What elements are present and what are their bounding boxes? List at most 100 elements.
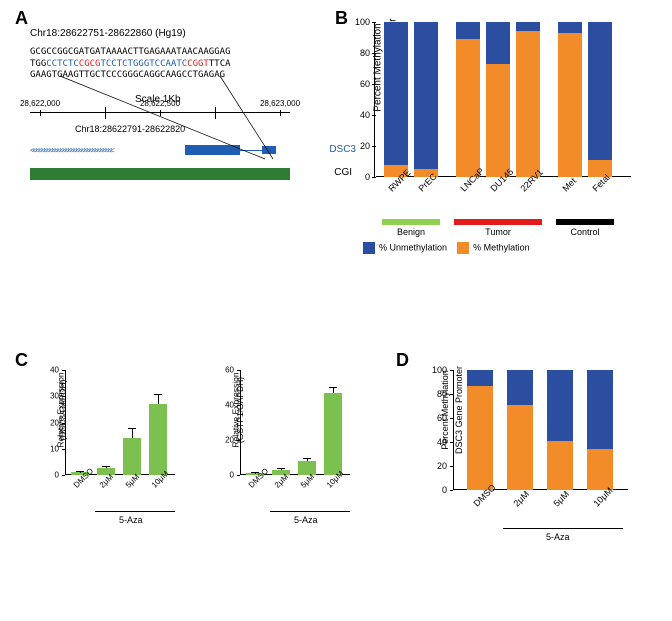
panel-d-label: D xyxy=(396,350,409,371)
bar-seg-unmeth xyxy=(486,22,510,64)
stacked-bar xyxy=(507,370,533,490)
panel-d-chart: Percent Methylation DSC3 Gene Promoter 0… xyxy=(453,370,633,490)
bar-seg-meth xyxy=(467,386,493,490)
bar-seg-unmeth xyxy=(516,22,540,31)
panel-c-chart2: Relative Expression (GSTP1/GAPDH) 020406… xyxy=(210,370,355,500)
ytick-label: 0 xyxy=(427,485,447,495)
bar-seg-meth xyxy=(558,33,582,177)
ytick-label: 40 xyxy=(220,401,234,410)
panel-d: Percent Methylation DSC3 Gene Promoter 0… xyxy=(418,370,638,560)
pos-range: Chr18:28622791-28622820 xyxy=(75,124,185,134)
bar xyxy=(123,438,141,475)
stacked-bar xyxy=(587,370,613,490)
seq-l2-b1: CCTCTC xyxy=(46,59,79,69)
bar xyxy=(149,404,167,475)
ytick-label: 30 xyxy=(45,392,59,401)
seq-header: Chr18:28622751-28622860 (Hg19) xyxy=(30,28,320,39)
ytick-label: 40 xyxy=(427,437,447,447)
category-label: 2μM xyxy=(511,489,531,509)
seq-l2-r2: CGGT xyxy=(187,59,209,69)
bar-seg-unmeth xyxy=(507,370,533,405)
c2-aza-label: 5-Aza xyxy=(294,515,318,525)
cgi-bar xyxy=(30,168,290,180)
category-label: DMSO xyxy=(247,466,270,489)
stacked-bar xyxy=(414,22,438,177)
group-label: Control xyxy=(556,227,614,237)
ytick-label: 100 xyxy=(352,17,370,27)
panel-a-label: A xyxy=(15,8,28,29)
bar xyxy=(298,461,316,475)
legend-meth-text: % Methylation xyxy=(473,242,530,252)
seq-line1: GCGCCGGCGATGATAAAACTTGAGAAATAACAAGGAG xyxy=(30,47,230,57)
tick-mid: 28,622,500 xyxy=(140,99,180,108)
ytick-label: 60 xyxy=(220,366,234,375)
ytick-label: 10 xyxy=(45,444,59,453)
c1-aza-label: 5-Aza xyxy=(119,515,143,525)
panel-c-chart1: Relative Expression (DSC3/GAPDH) 0102030… xyxy=(35,370,180,500)
group-bar xyxy=(454,219,542,225)
ytick-label: 20 xyxy=(45,418,59,427)
ytick-label: 80 xyxy=(427,389,447,399)
seq-l2-post: TTCA xyxy=(209,59,231,69)
bar-seg-meth xyxy=(547,441,573,490)
ytick-label: 20 xyxy=(427,461,447,471)
panel-b: Percent Methylation DSC3 Gene Promoter 0… xyxy=(348,22,638,302)
stacked-bar xyxy=(384,22,408,177)
bar-seg-unmeth xyxy=(414,22,438,169)
legend-swatch-meth xyxy=(457,242,469,254)
ytick-label: 20 xyxy=(352,141,370,151)
tick-end: 28,623,000 xyxy=(260,99,300,108)
bar-seg-meth xyxy=(516,31,540,177)
bar-seg-unmeth xyxy=(558,22,582,33)
stacked-bar xyxy=(516,22,540,177)
bar-seg-meth xyxy=(588,160,612,177)
bar-seg-unmeth xyxy=(587,370,613,449)
panel-b-legend: % Unmethylation % Methylation xyxy=(363,242,530,254)
stacked-bar xyxy=(486,22,510,177)
legend-swatch-unmeth xyxy=(363,242,375,254)
bar-seg-unmeth xyxy=(384,22,408,165)
ytick-label: 100 xyxy=(427,365,447,375)
stacked-bar xyxy=(456,22,480,177)
gene-track: <<<<<<<<<<<<<<<<<<<<<<<<<<<<<<< xyxy=(30,146,290,156)
genome-track: Scale 1Kb 28,622,000 28,622,500 28,623,0… xyxy=(30,112,320,202)
ytick-label: 40 xyxy=(352,110,370,120)
ytick-label: 0 xyxy=(220,471,234,480)
ytick-label: 60 xyxy=(427,413,447,423)
bar-seg-unmeth xyxy=(456,22,480,39)
seq-line3: GAAGTGAAGTTGCTCCCGGGCAGGCAAGCCTGAGAG xyxy=(30,70,225,80)
seq-l2-b2: TCCTCTGGGTCCAATC xyxy=(100,59,187,69)
stacked-bar xyxy=(588,22,612,177)
bar xyxy=(324,393,342,475)
ytick-label: 40 xyxy=(45,366,59,375)
bar-seg-meth xyxy=(587,449,613,490)
category-label: DMSO xyxy=(72,466,95,489)
panel-d-ylabel2: DSC3 Gene Promoter xyxy=(454,366,464,454)
sequence-block: GCGCCGGCGATGATAAAACTTGAGAAATAACAAGGAG TG… xyxy=(30,47,320,82)
legend-unmeth-text: % Unmethylation xyxy=(379,242,447,252)
panel-b-chart: Percent Methylation DSC3 Gene Promoter 0… xyxy=(376,22,636,177)
panel-b-label: B xyxy=(335,8,348,29)
ytick-label: 0 xyxy=(45,471,59,480)
bar-seg-meth xyxy=(486,64,510,177)
ytick-label: 0 xyxy=(352,172,370,182)
group-bar xyxy=(382,219,440,225)
category-label: Met xyxy=(560,176,578,194)
bar-seg-unmeth xyxy=(467,370,493,386)
stacked-bar xyxy=(467,370,493,490)
category-label: 5μM xyxy=(551,489,571,509)
ytick-label: 60 xyxy=(352,79,370,89)
ytick-label: 80 xyxy=(352,48,370,58)
bar-seg-unmeth xyxy=(547,370,573,441)
ytick-label: 20 xyxy=(220,436,234,445)
seq-l2-r1: CGCG xyxy=(79,59,101,69)
group-bar xyxy=(556,219,614,225)
stacked-bar xyxy=(558,22,582,177)
seq-l2-pre: TGG xyxy=(30,59,46,69)
group-label: Benign xyxy=(382,227,440,237)
tick-start: 28,622,000 xyxy=(20,99,60,108)
d-aza-label: 5-Aza xyxy=(546,532,570,542)
panel-c-label: C xyxy=(15,350,28,371)
bar-seg-meth xyxy=(507,405,533,490)
bar-seg-meth xyxy=(456,39,480,177)
